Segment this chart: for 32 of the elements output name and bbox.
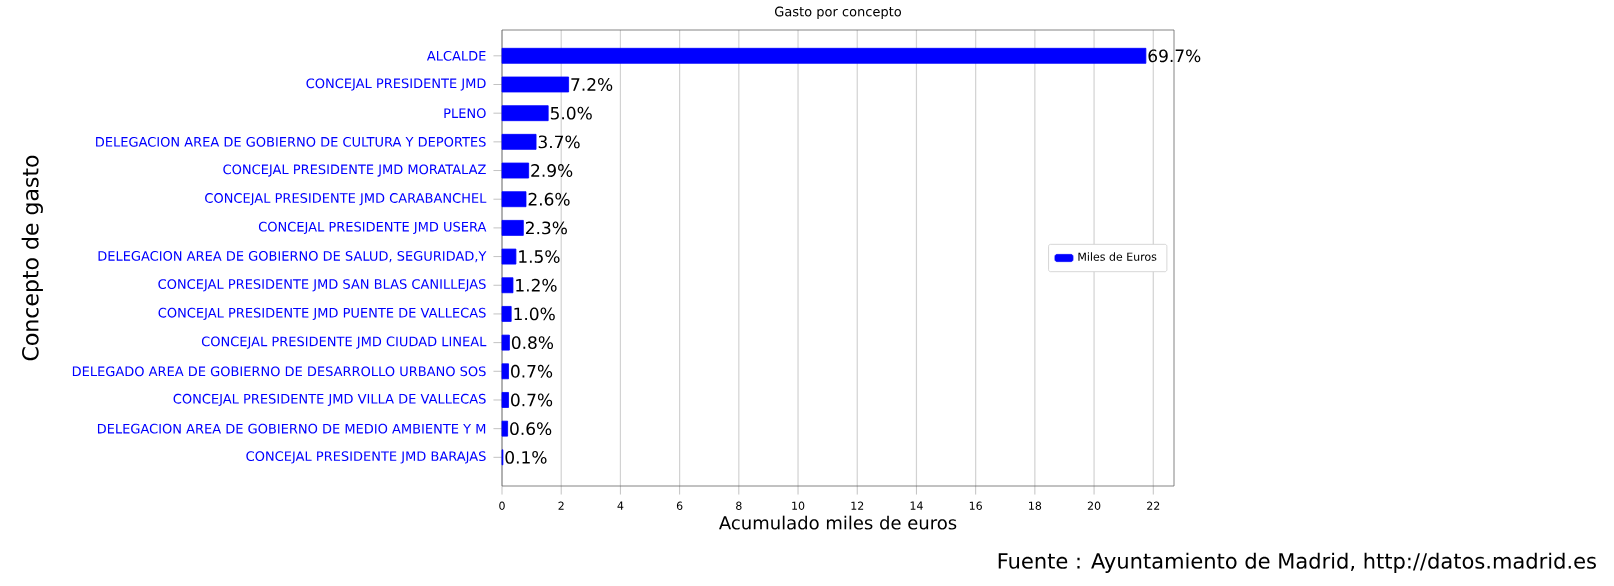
bar xyxy=(501,420,509,437)
bar xyxy=(501,363,509,380)
annotation: 1.2% xyxy=(516,278,557,292)
annotation: 69.7% xyxy=(1148,49,1201,63)
annotation: 0.7% xyxy=(511,393,553,407)
annotation: 0.8% xyxy=(511,336,554,350)
annotation: 3.7% xyxy=(538,135,580,149)
annotation: 2.3% xyxy=(525,221,567,235)
annotation: 0.6% xyxy=(510,422,552,436)
bar xyxy=(501,76,570,93)
x-axis-title: Acumulado miles de euros xyxy=(719,515,957,530)
bar xyxy=(501,306,512,322)
bar xyxy=(501,162,530,179)
bar xyxy=(501,133,537,150)
y-axis-title: Concepto de gasto xyxy=(21,155,43,361)
annotation: 1.0% xyxy=(514,307,555,321)
bar xyxy=(501,334,510,351)
annotation: 0.1% xyxy=(505,450,547,464)
annotation: 5.0% xyxy=(550,106,592,120)
annotation: 1.5% xyxy=(519,250,560,264)
bar xyxy=(501,392,509,408)
annotation: 2.6% xyxy=(528,192,570,206)
bar xyxy=(501,248,517,265)
bar xyxy=(501,220,524,236)
annotation: 0.7% xyxy=(511,364,553,378)
bar xyxy=(501,191,527,208)
bar xyxy=(501,47,1147,64)
bar xyxy=(501,277,514,294)
source-note: Fuente : Ayuntamiento de Madrid, http://datos.madrid.es xyxy=(998,552,1596,573)
bar xyxy=(501,105,549,122)
annotation: 7.2% xyxy=(571,78,613,91)
annotation: 2.9% xyxy=(531,164,573,177)
